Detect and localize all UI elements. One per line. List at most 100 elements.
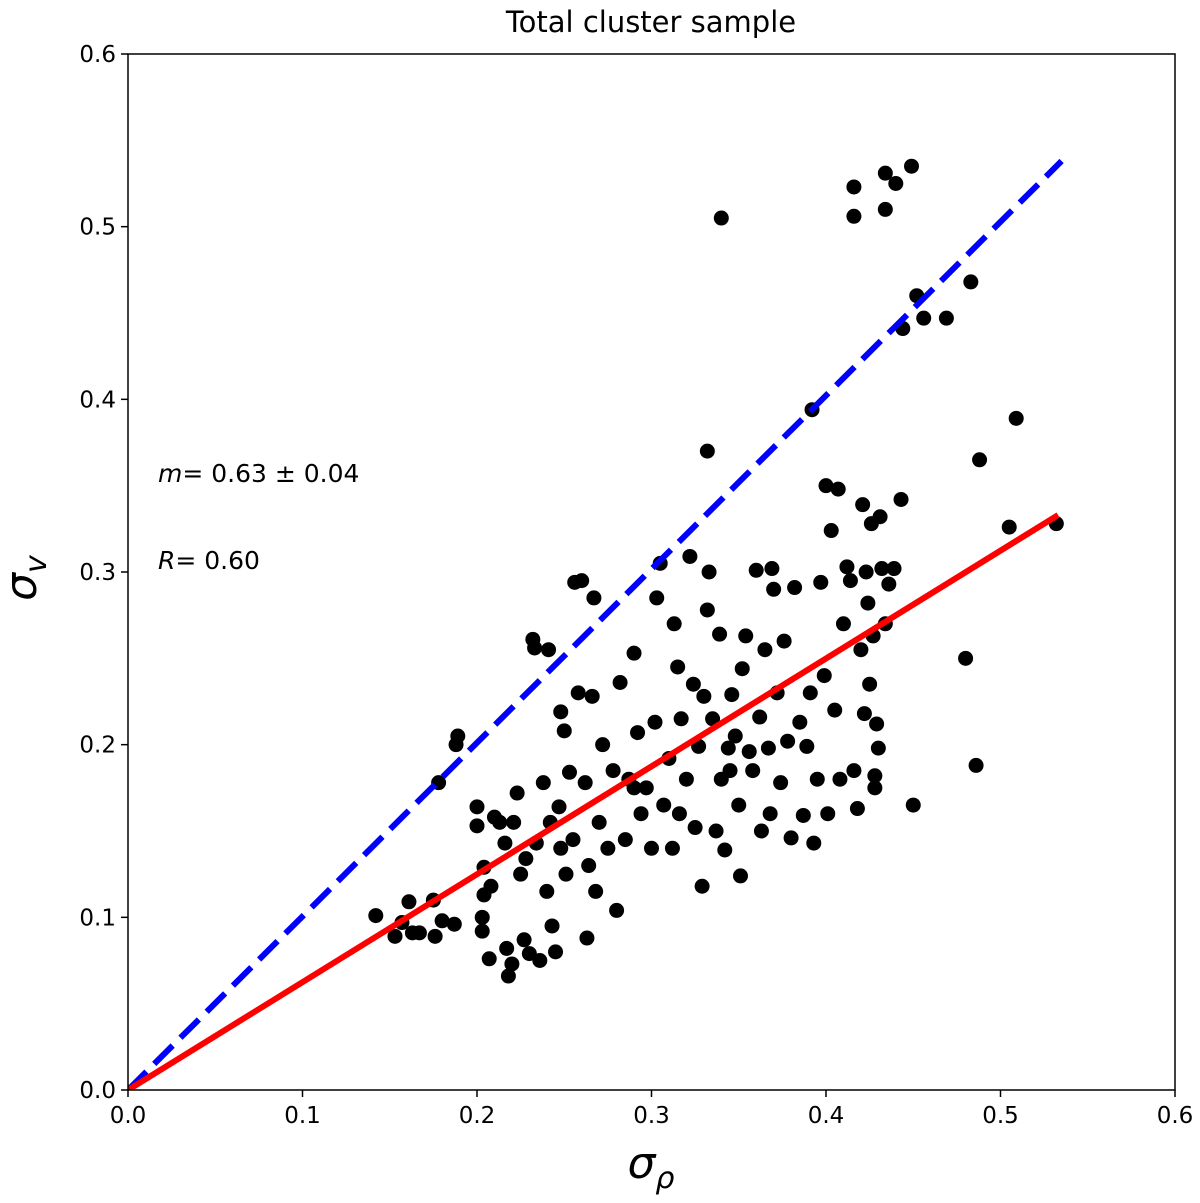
plot-frame bbox=[127, 53, 1176, 1091]
point bbox=[757, 642, 773, 658]
annotation-text: = 0.60 bbox=[175, 546, 260, 575]
point bbox=[816, 668, 832, 684]
point bbox=[904, 158, 920, 174]
point bbox=[469, 818, 485, 834]
annotation-symbol: m bbox=[158, 459, 182, 488]
point bbox=[773, 775, 789, 791]
point bbox=[877, 165, 893, 181]
point bbox=[513, 866, 529, 882]
point bbox=[474, 923, 490, 939]
annotation-symbol: R bbox=[158, 546, 175, 575]
point bbox=[673, 711, 689, 727]
point bbox=[893, 491, 909, 507]
point bbox=[792, 714, 808, 730]
point bbox=[738, 628, 754, 644]
point bbox=[858, 564, 874, 580]
point bbox=[823, 523, 839, 539]
point bbox=[600, 840, 616, 856]
point bbox=[574, 573, 590, 589]
point bbox=[544, 918, 560, 934]
point bbox=[446, 916, 462, 932]
point bbox=[551, 799, 567, 815]
point bbox=[776, 633, 792, 649]
y-tick-label: 0.5 bbox=[79, 215, 116, 241]
point bbox=[741, 744, 757, 760]
y-tick-label: 0.1 bbox=[79, 905, 116, 931]
point bbox=[666, 616, 682, 632]
point bbox=[579, 930, 595, 946]
point bbox=[556, 723, 572, 739]
point bbox=[877, 201, 893, 217]
point bbox=[846, 208, 862, 224]
x-tick-label: 0.1 bbox=[284, 1103, 321, 1129]
point bbox=[806, 835, 822, 851]
point bbox=[696, 688, 712, 704]
point bbox=[867, 768, 883, 784]
point bbox=[780, 733, 796, 749]
point bbox=[682, 548, 698, 564]
point bbox=[671, 806, 687, 822]
point bbox=[888, 176, 904, 191]
point bbox=[886, 561, 902, 577]
y-axis-label-symbol: σ bbox=[0, 572, 47, 601]
point bbox=[762, 806, 778, 822]
annotation-text: = 0.63 ± 0.04 bbox=[182, 459, 359, 488]
point bbox=[963, 274, 979, 290]
point bbox=[664, 840, 680, 856]
annotation: m= 0.63 ± 0.04 bbox=[158, 459, 359, 488]
point bbox=[434, 913, 450, 929]
point bbox=[766, 581, 782, 597]
point bbox=[644, 840, 659, 856]
point bbox=[731, 797, 747, 813]
x-tick-label: 0.0 bbox=[110, 1103, 147, 1129]
point bbox=[670, 659, 686, 675]
y-tick-label: 0.6 bbox=[79, 42, 116, 68]
chart-title: Total cluster sample bbox=[505, 5, 796, 39]
point bbox=[368, 908, 384, 924]
x-axis-label-symbol: σ bbox=[628, 1138, 657, 1189]
point bbox=[720, 740, 736, 756]
x-axis-label-subscript: ρ bbox=[655, 1161, 674, 1196]
point bbox=[541, 642, 557, 658]
point bbox=[701, 564, 717, 580]
point bbox=[860, 595, 876, 611]
point bbox=[638, 780, 654, 796]
x-axis-label: σρ bbox=[628, 1138, 675, 1196]
point bbox=[846, 179, 862, 195]
point bbox=[830, 481, 846, 497]
point bbox=[846, 763, 862, 779]
y-tick-label: 0.2 bbox=[79, 733, 116, 759]
point bbox=[387, 928, 403, 944]
point bbox=[853, 642, 869, 658]
point bbox=[581, 858, 597, 874]
point bbox=[539, 883, 555, 899]
point bbox=[881, 576, 897, 592]
point bbox=[699, 602, 715, 618]
point bbox=[605, 763, 621, 779]
point bbox=[532, 953, 548, 968]
point bbox=[764, 561, 780, 577]
point bbox=[630, 725, 646, 741]
point bbox=[753, 823, 769, 839]
point bbox=[649, 590, 665, 606]
point bbox=[1008, 410, 1024, 426]
point bbox=[745, 763, 761, 779]
point bbox=[500, 968, 516, 984]
point bbox=[787, 580, 803, 596]
point bbox=[813, 574, 829, 590]
point bbox=[595, 737, 611, 753]
point bbox=[469, 799, 485, 815]
point bbox=[577, 775, 593, 791]
point bbox=[427, 928, 443, 944]
point bbox=[553, 840, 569, 856]
point bbox=[617, 832, 633, 848]
point bbox=[506, 814, 522, 830]
y-tick-label: 0.3 bbox=[79, 560, 116, 586]
y-tick-label: 0.0 bbox=[79, 1078, 116, 1104]
point bbox=[591, 814, 607, 830]
point bbox=[558, 866, 574, 882]
point bbox=[535, 775, 551, 791]
point bbox=[809, 771, 825, 787]
x-tick-label: 0.5 bbox=[982, 1103, 1019, 1129]
